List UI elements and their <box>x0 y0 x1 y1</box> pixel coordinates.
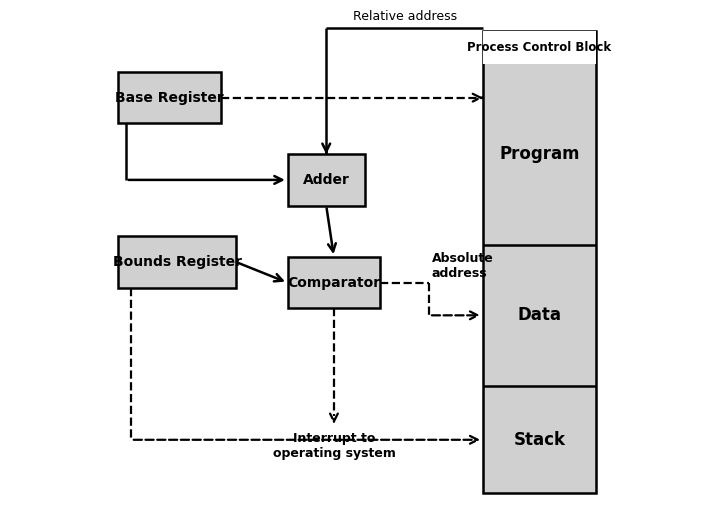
Text: Bounds Register: Bounds Register <box>113 255 242 269</box>
Text: Data: Data <box>518 306 562 324</box>
Text: Absolute
address: Absolute address <box>432 252 493 280</box>
Text: Stack: Stack <box>513 431 566 449</box>
Text: Base Register: Base Register <box>115 90 224 105</box>
Text: Interrupt to
operating system: Interrupt to operating system <box>272 432 396 460</box>
Text: Process Control Block: Process Control Block <box>467 41 612 54</box>
Bar <box>483 31 596 64</box>
Text: Program: Program <box>499 145 580 163</box>
Bar <box>288 154 364 206</box>
Text: Adder: Adder <box>303 173 350 187</box>
Bar <box>288 257 380 308</box>
Bar <box>118 72 221 123</box>
Text: Comparator: Comparator <box>287 276 381 290</box>
Bar <box>483 31 596 493</box>
Bar <box>118 236 236 288</box>
Text: Relative address: Relative address <box>352 10 457 23</box>
